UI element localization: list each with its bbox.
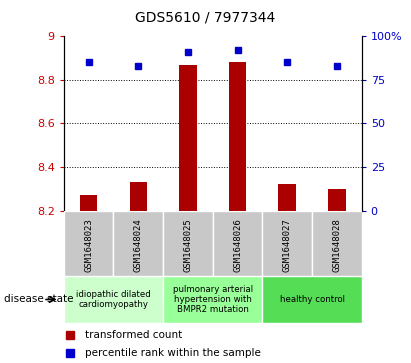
Bar xyxy=(64,211,113,276)
Text: disease state: disease state xyxy=(4,294,74,305)
Text: pulmonary arterial
hypertension with
BMPR2 mutation: pulmonary arterial hypertension with BMP… xyxy=(173,285,253,314)
Bar xyxy=(129,182,147,211)
Text: GSM1648024: GSM1648024 xyxy=(134,219,143,272)
Text: GSM1648023: GSM1648023 xyxy=(84,219,93,272)
Bar xyxy=(312,211,362,276)
Bar xyxy=(229,62,246,211)
Bar xyxy=(179,65,196,211)
Text: healthy control: healthy control xyxy=(279,295,344,304)
Text: GSM1648028: GSM1648028 xyxy=(332,219,342,272)
Bar xyxy=(80,195,97,211)
Text: idiopathic dilated
cardiomyopathy: idiopathic dilated cardiomyopathy xyxy=(76,290,151,309)
Bar xyxy=(64,276,163,323)
Text: GSM1648025: GSM1648025 xyxy=(183,219,192,272)
Text: percentile rank within the sample: percentile rank within the sample xyxy=(85,348,261,358)
Bar xyxy=(262,211,312,276)
Bar xyxy=(328,189,346,211)
Bar xyxy=(163,276,262,323)
Text: transformed count: transformed count xyxy=(85,330,182,340)
Text: GSM1648027: GSM1648027 xyxy=(283,219,292,272)
Text: GDS5610 / 7977344: GDS5610 / 7977344 xyxy=(135,11,276,25)
Bar xyxy=(163,211,213,276)
Bar xyxy=(113,211,163,276)
Bar xyxy=(279,184,296,211)
Bar xyxy=(262,276,362,323)
Text: GSM1648026: GSM1648026 xyxy=(233,219,242,272)
Bar xyxy=(213,211,262,276)
